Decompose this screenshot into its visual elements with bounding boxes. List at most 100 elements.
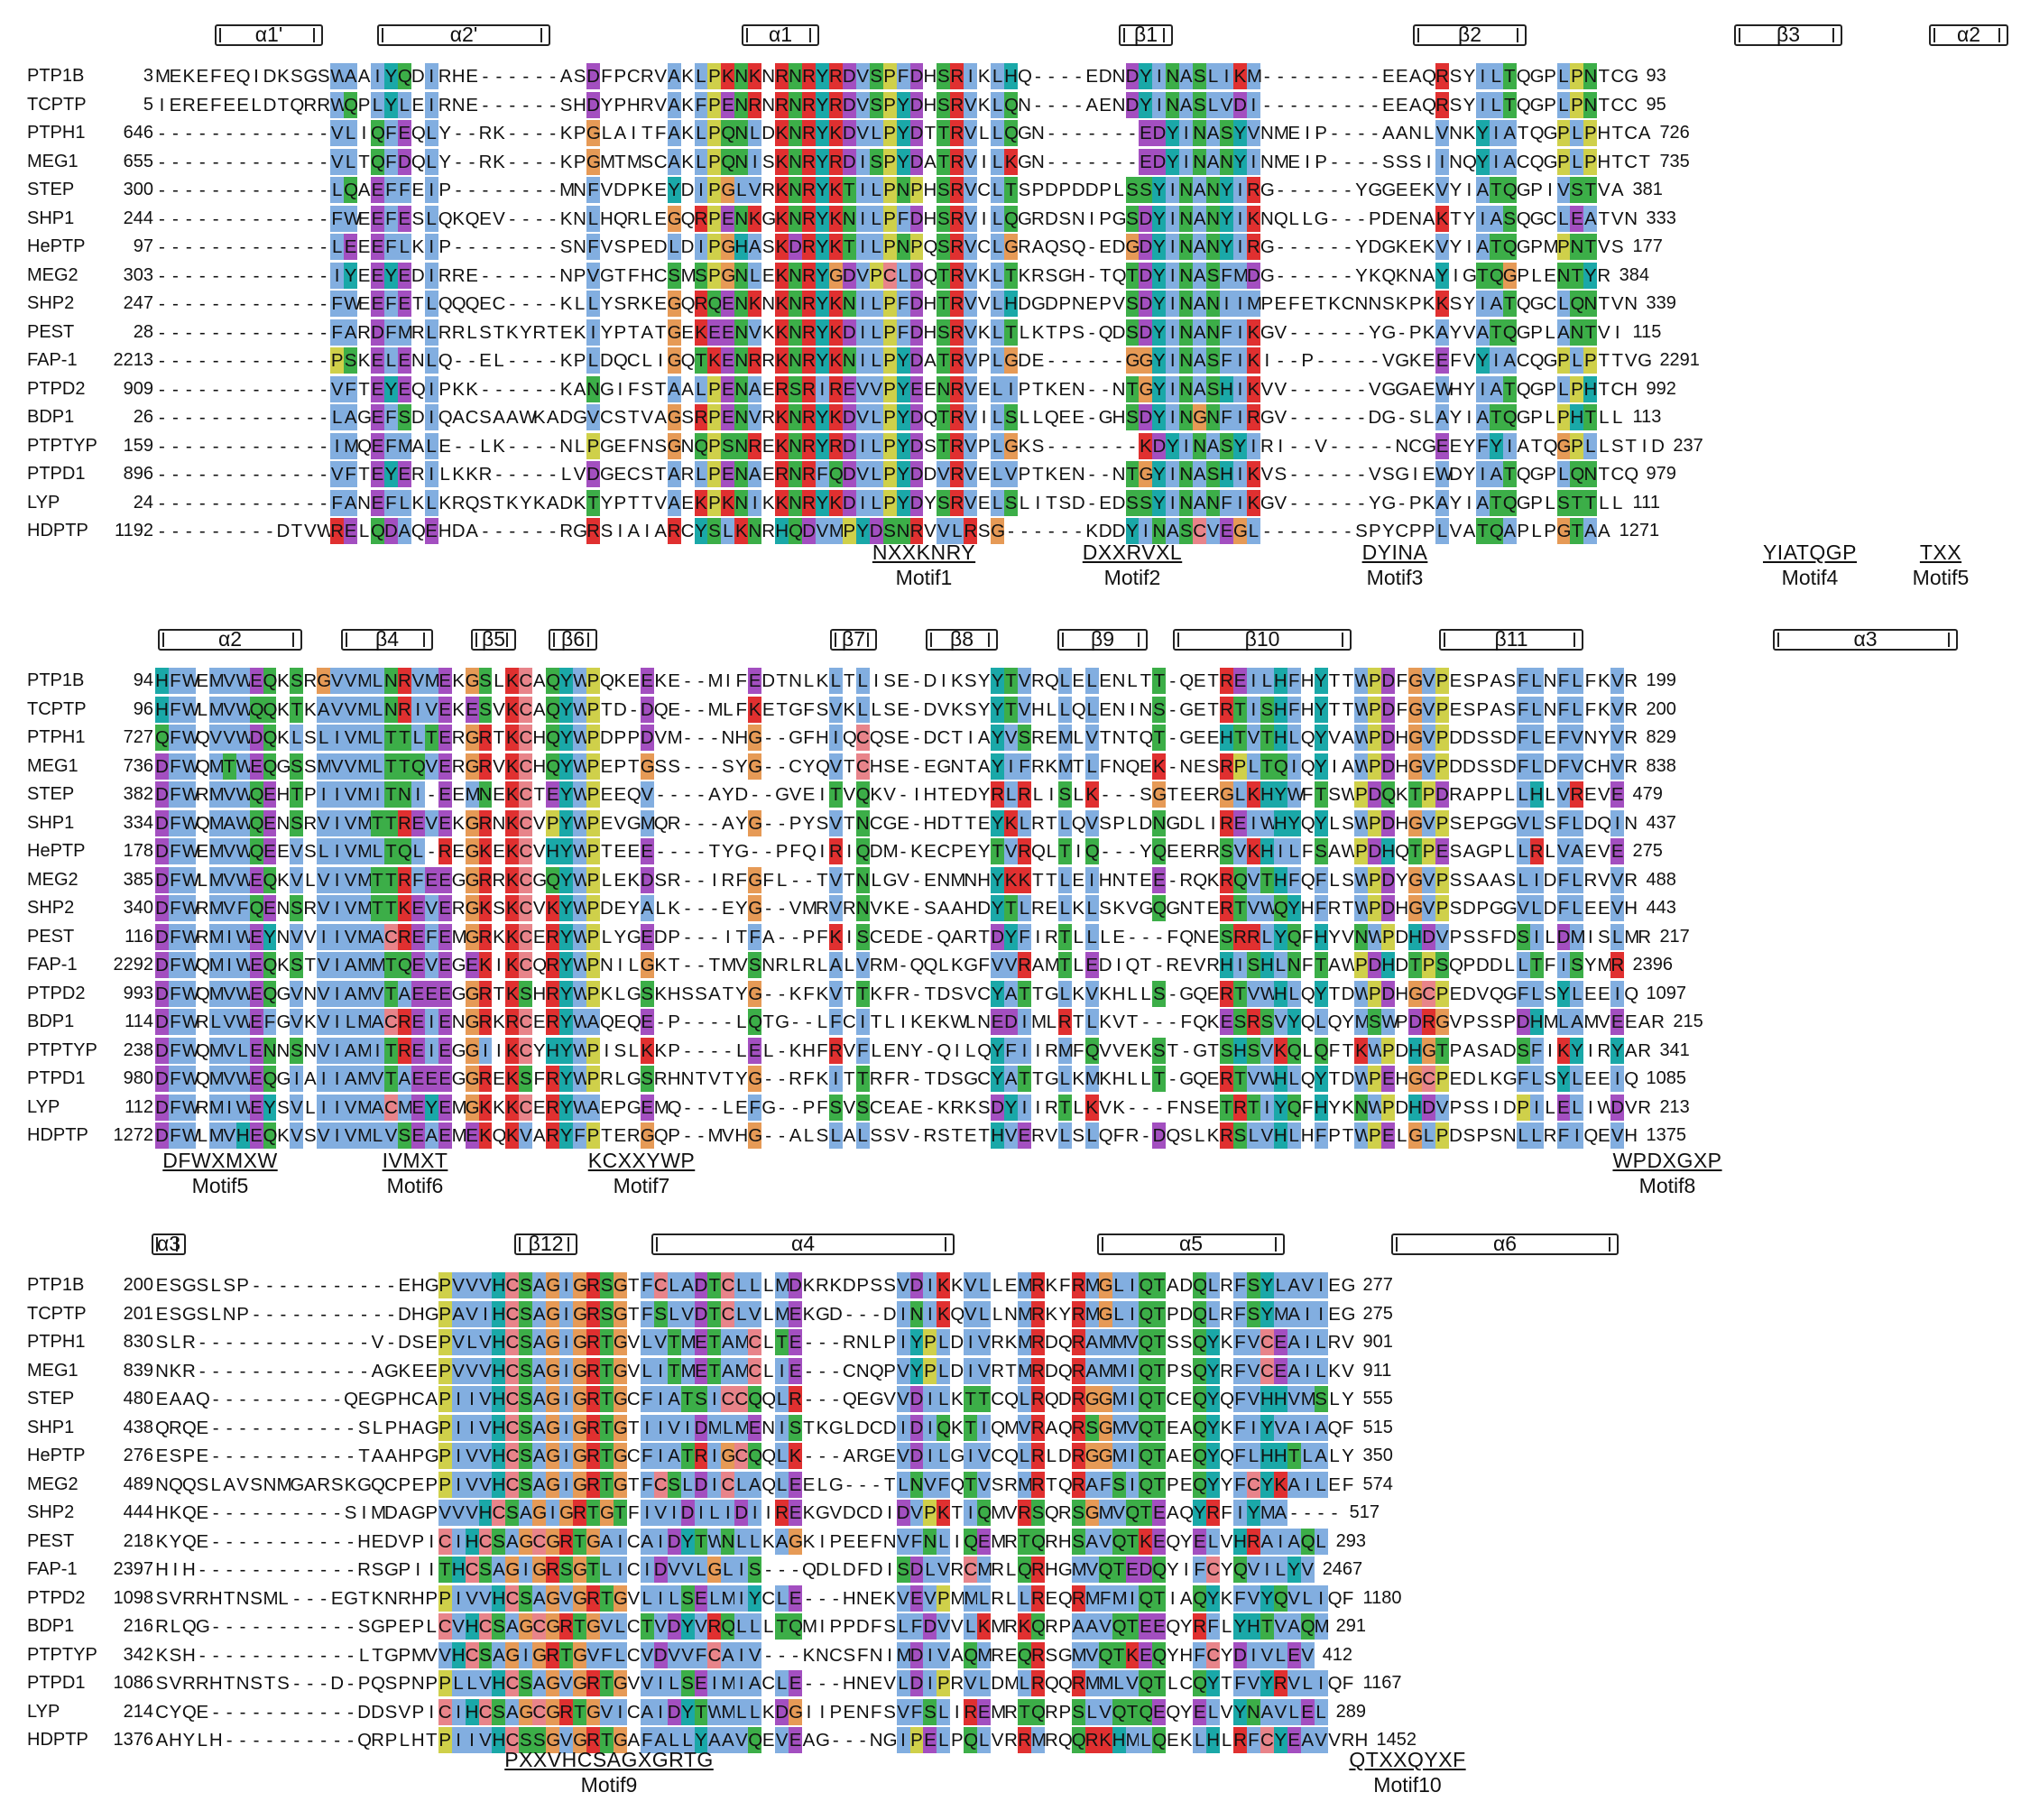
sequence-name: SHP1 (27, 208, 75, 228)
sequence-start-position: 238 (123, 1039, 153, 1060)
sequence-start-position: 3 (143, 66, 153, 86)
ss-label: β6 (560, 627, 586, 651)
sequence-end-position: 217 (1659, 926, 1690, 947)
ss-strand-marker: β12 (514, 1229, 577, 1255)
motif-name: Motif6 (386, 1174, 444, 1197)
sequence-start-position: 727 (123, 727, 153, 747)
sequence-residues: DFWRM I WEYNVV I I VMACREFEMGRKKCERYWP L YGEDP -… (155, 923, 1651, 950)
ss-label: α3 (1853, 627, 1878, 651)
ss-bar (742, 24, 819, 46)
sequence-start-position: 438 (123, 1417, 153, 1437)
ss-bar (1173, 629, 1352, 651)
sequence-end-position: 341 (1659, 1039, 1690, 1060)
ss-bar (1773, 629, 1958, 651)
ss-bar (377, 24, 550, 46)
sequence-end-position: 412 (1322, 1644, 1353, 1665)
ss-bar (926, 629, 998, 651)
ss-strand-marker: β9 (1057, 624, 1148, 651)
sequence-start-position: 489 (123, 1474, 153, 1494)
sequence-name: TCPTP (27, 94, 87, 115)
sequence-start-position: 96 (133, 698, 153, 719)
sequence-end-position: 515 (1362, 1417, 1393, 1437)
motif-label: DYINA Motif3 (1353, 540, 1436, 590)
alignment-block-3: α3 β12 α4 α5 α6 PTP1B 200 ESGS L SP - - - - - - - - - - - EHG… (0, 1229, 2021, 1820)
sequence-residues: DFWRMVFQENSRV I VMT TKEVERGKSKCVKYWPDEYA L K -… (155, 895, 1638, 921)
sequence-residues: DFWQMVWEQG I A I I AMVTAEEEGGREKSFRYWPRLGSRHN… (155, 1066, 1638, 1092)
sequence-start-position: 300 (123, 180, 153, 199)
ss-label: β9 (1090, 627, 1115, 651)
sequence-start-position: 276 (123, 1446, 153, 1465)
sequence-end-position: 901 (1362, 1332, 1393, 1352)
ss-strand-marker: β5 (471, 624, 516, 651)
motif-name: Motif5 (191, 1174, 249, 1197)
ss-bar (549, 629, 597, 651)
sequence-end-position: 2291 (1659, 350, 1700, 370)
motif-name: Motif9 (580, 1773, 638, 1797)
sequence-end-position: 1097 (1646, 983, 1687, 1003)
ss-label: β11 (1494, 627, 1528, 651)
sequence-residues: SVRRHTNSML - - - EGTKNRHPP I VVHCSAGVGRTGV L I L S… (155, 1584, 1354, 1612)
sequence-end-position: 479 (1632, 784, 1663, 804)
sequence-residues: S LR - - - - - - - - - - - - - V - DSEPV L VHCSAG I GRTGV L VTM… (155, 1329, 1354, 1355)
sequence-name: STEP (27, 180, 75, 199)
sequence-residues: DFWRL VWEFGVKV I LMACRE I ENGRKRCERYWAQEQE - P -… (155, 1009, 1665, 1035)
motif-label: KCXXYWP Motif7 (577, 1148, 706, 1198)
sequence-name: PTPD2 (27, 1587, 86, 1608)
sequence-residues: DFWEMVWQEEVS L I VML TQL - REGKEKCVHYWPTEEE - - -… (155, 838, 1625, 864)
sequence-name: LYP (27, 1096, 60, 1117)
sequence-end-position: 213 (1659, 1096, 1690, 1117)
sequence-residues: - - - - - - - - - - - - - FWEEFES LQKQEV - - - - KNLHQRL EGQ… (155, 205, 1638, 232)
sequence-start-position: 385 (123, 869, 153, 890)
ss-bar (341, 629, 433, 651)
sequence-start-position: 1376 (113, 1730, 154, 1750)
ss-label: α2 (1956, 23, 1981, 46)
sequence-name: HePTP (27, 1446, 86, 1465)
ss-strand-marker: β3 (1734, 20, 1842, 46)
ss-label: β7 (841, 627, 866, 651)
ss-label: β5 (481, 627, 506, 651)
sequence-end-position: 555 (1362, 1389, 1393, 1409)
sequence-end-position: 488 (1646, 869, 1676, 890)
ss-label: β10 (1244, 627, 1280, 651)
ss-label: α2 (217, 627, 243, 651)
sequence-start-position: 1098 (113, 1587, 154, 1608)
sequence-start-position: 382 (123, 784, 153, 804)
sequence-end-position: 1452 (1376, 1730, 1417, 1750)
sequence-name: HDPTP (27, 521, 88, 540)
sequence-name: PTP1B (27, 66, 85, 86)
sequence-start-position: 2292 (113, 955, 154, 975)
sequence-end-position: 275 (1362, 1303, 1393, 1324)
ss-bar (1734, 24, 1842, 46)
ss-label: α6 (1492, 1232, 1518, 1255)
ss-bar (1929, 24, 2008, 46)
sequence-residues: HFWLMVWQQKTKAVVMLNR I VEKESVKCAQYWPTD - DQE -… (155, 696, 1638, 723)
ss-strand-marker: β2 (1413, 20, 1527, 46)
motif-label: IVMXT Motif6 (374, 1148, 456, 1198)
sequence-end-position: 350 (1362, 1446, 1393, 1465)
sequence-end-position: 289 (1335, 1701, 1367, 1722)
sequence-start-position: 94 (133, 670, 153, 690)
sequence-name: HePTP (27, 841, 86, 861)
sequence-name: PEST (27, 926, 75, 947)
sequence-start-position: 480 (123, 1389, 153, 1409)
sequence-residues: HFWEMVWEQKSRGVVMLNRVMEKGS L KCAQYWPQKEEKE -… (155, 668, 1638, 694)
sequence-name: PEST (27, 321, 75, 342)
sequence-end-position: 2467 (1322, 1559, 1363, 1579)
ss-strand-marker: β10 (1173, 624, 1352, 651)
sequence-start-position: 334 (123, 812, 153, 833)
sequence-start-position: 201 (123, 1303, 153, 1324)
sequence-residues: DFWQM I WEQKSTV I AMMTQEVEGEK I KCQRYWPN I LGKT -… (155, 952, 1625, 978)
alignment-block-1: α1' α2' α1 β1 β2 β3 α2 PTP1B 3 MEKEFEQ I DKSGSWAA I Y… (0, 0, 2021, 623)
sequence-end-position: 293 (1335, 1530, 1367, 1551)
sequence-start-position: 1086 (113, 1673, 154, 1693)
sequence-residues: - - - - - - - - - - - - - LQAEF FE I P - - - - - - - - MNFVDPKEYD… (155, 177, 1624, 203)
sequence-name: SHP2 (27, 1502, 75, 1522)
sequence-name: HDPTP (27, 1730, 88, 1750)
sequence-start-position: 340 (123, 898, 153, 918)
sequence-residues: DFWQMV L ENNSNV I AM I TRE I EGG I I KCYHYWP I S L KKP -… (155, 1037, 1651, 1064)
motif-name: Motif8 (1638, 1174, 1696, 1197)
sequence-residues: HKQE - - - - - - - - - - S I MDAGPVVVHCSAG I GRTGT F I V I D… (155, 1500, 1342, 1526)
sequence-residues: DFWQMVWEQGVNV I AMVTAEEEGGRTKSHRYWPK LGSKHS… (155, 980, 1638, 1007)
sequence-name: PEST (27, 1530, 75, 1551)
